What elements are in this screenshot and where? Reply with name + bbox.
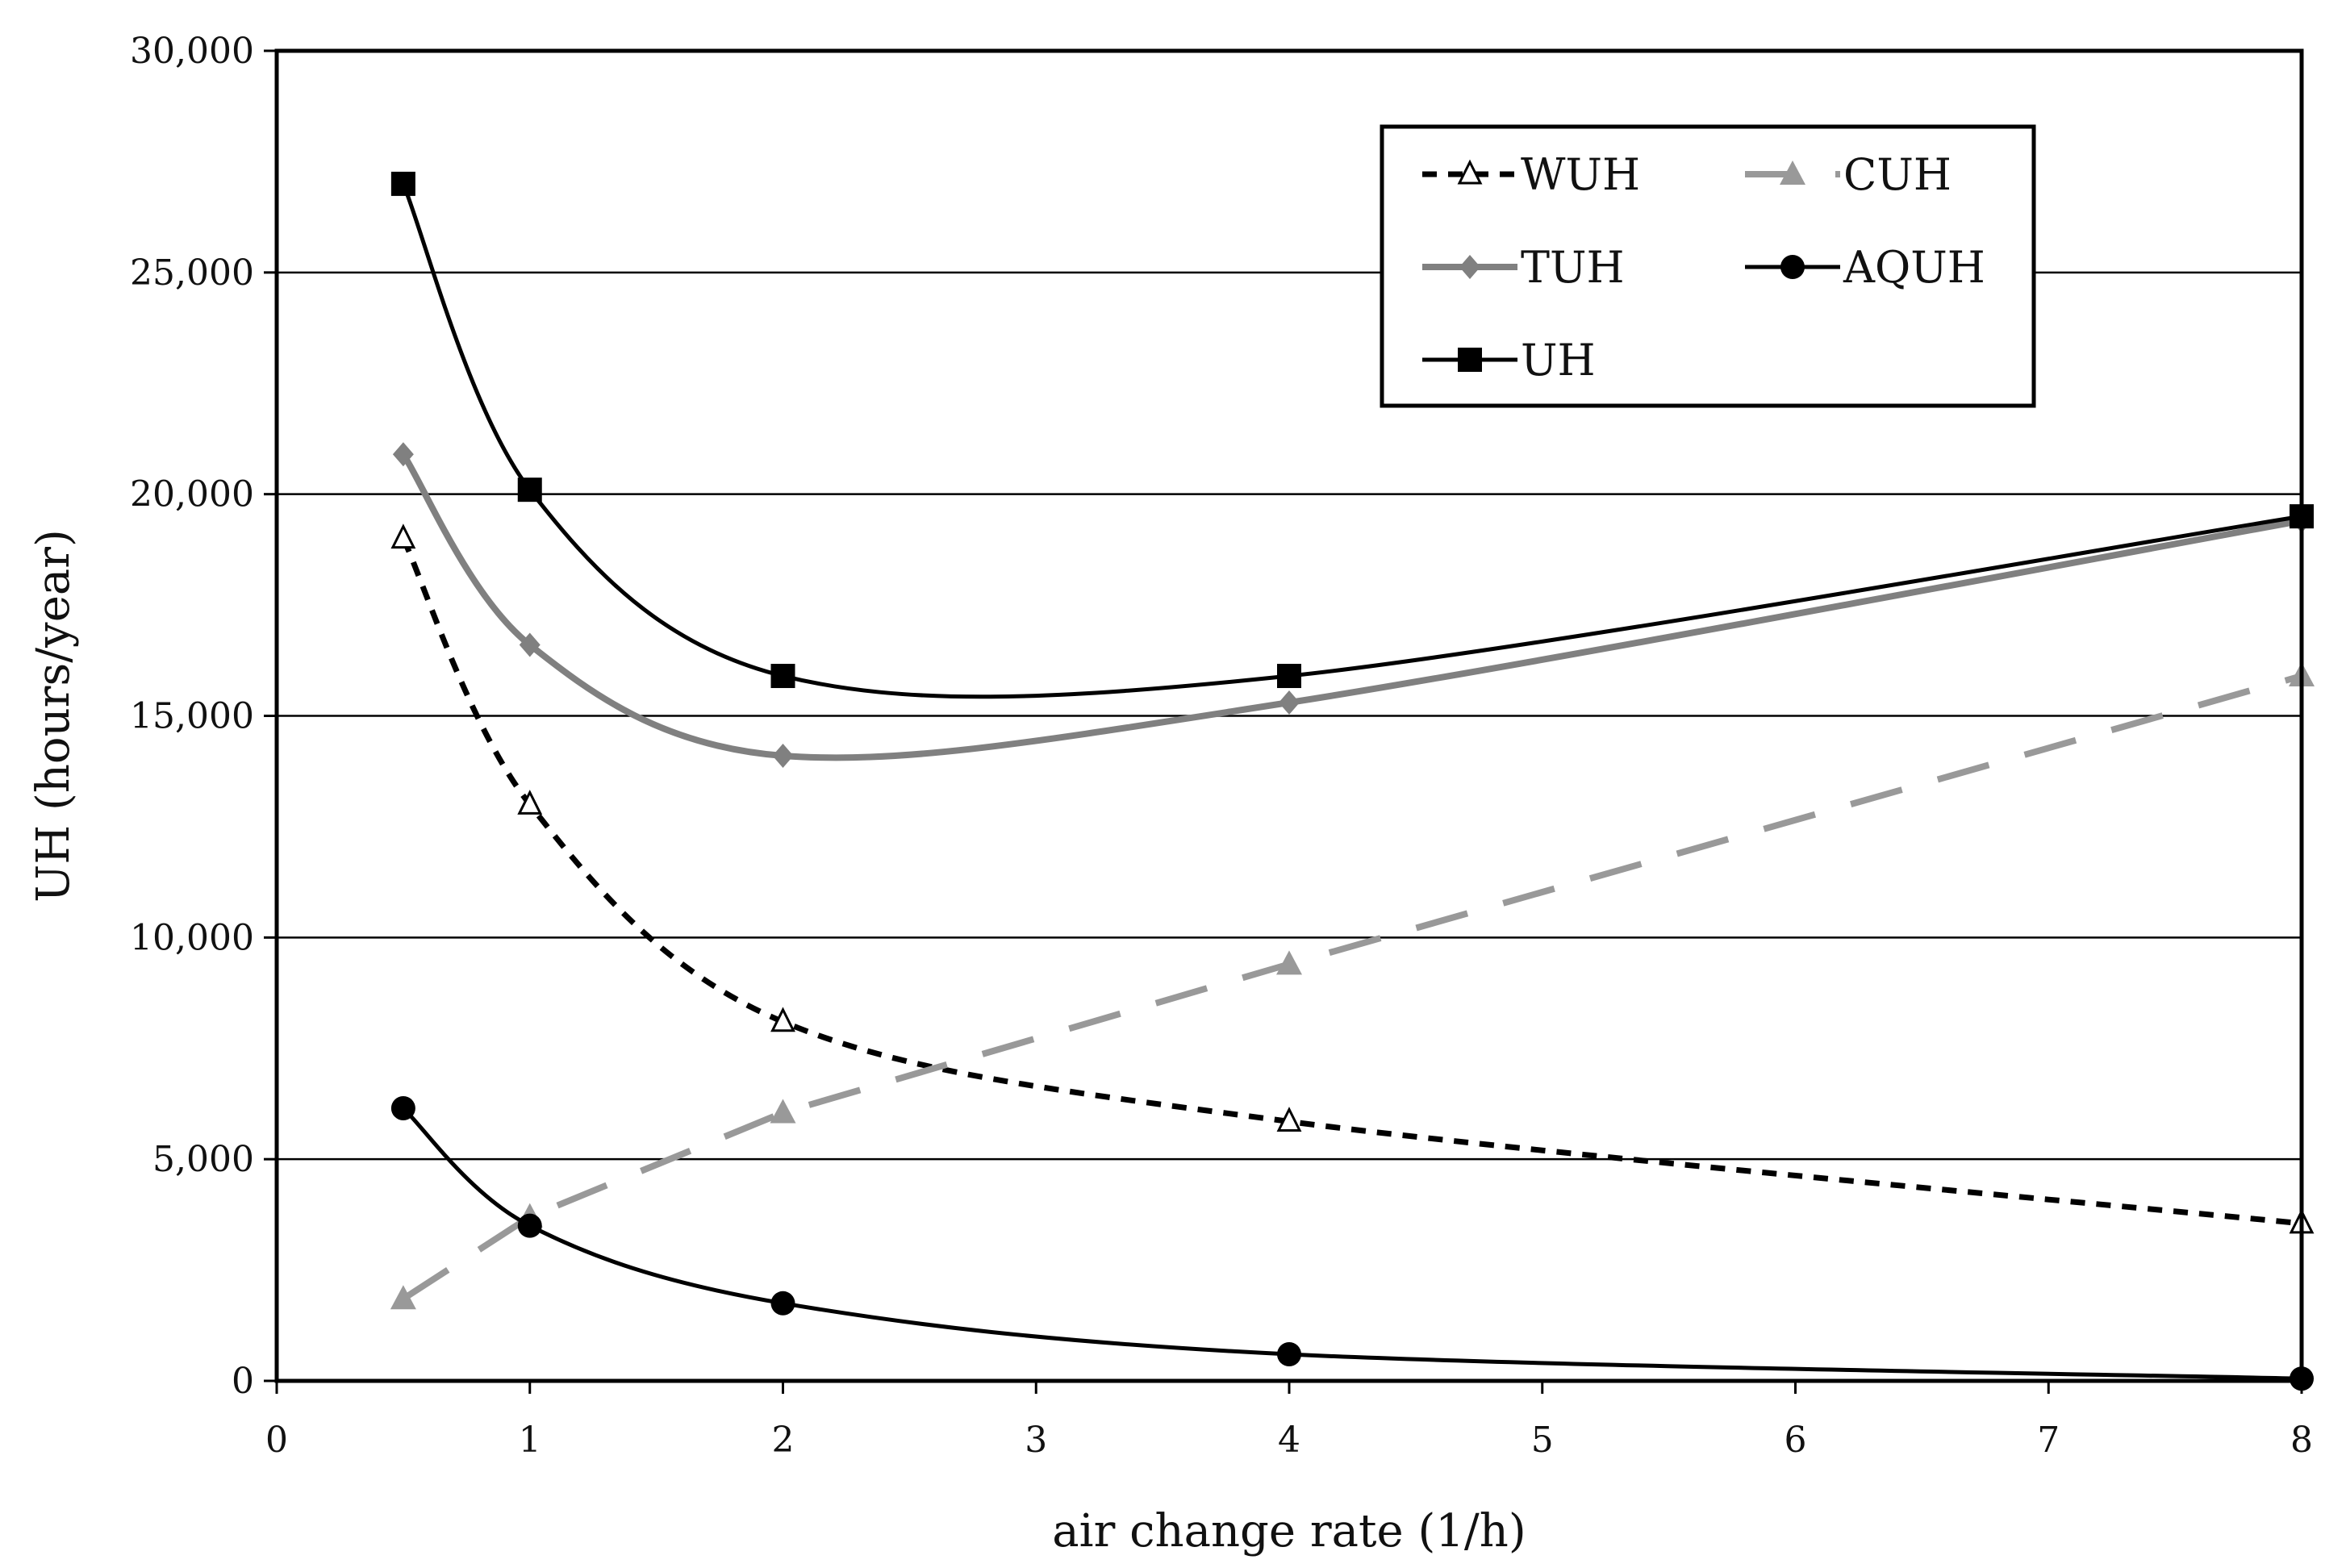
series-line-uh: [401, 182, 2302, 699]
point-tuh: [392, 442, 414, 467]
legend-item-wuh: WUH: [1422, 149, 1640, 200]
legend-marker-wuh: [1457, 159, 1483, 185]
legend-marker-aquh: [1780, 255, 1805, 279]
point-wuh: [390, 523, 416, 549]
y-tick-label: 15,000: [130, 696, 254, 737]
y-tick-label: 25,000: [130, 252, 254, 294]
x-tick-label: 7: [2037, 1420, 2060, 1461]
series-wuh: [390, 523, 2315, 1234]
series-line-cuh: [401, 673, 2303, 1302]
legend-label-tuh: TUH: [1521, 242, 1625, 293]
y-tick-label: 20,000: [130, 474, 254, 515]
point-aquh: [517, 1213, 542, 1238]
series-layer: [390, 171, 2315, 1391]
y-axis-tick-labels: 0 5,000 10,000 15,000 20,000 25,000 30,000: [130, 31, 254, 1402]
legend-marker-cuh: [1780, 161, 1805, 185]
point-wuh: [1276, 1107, 1302, 1132]
legend-label-aquh: AQUH: [1843, 242, 1985, 293]
legend-item-cuh: CUH: [1745, 149, 1952, 200]
x-tick-label: 1: [519, 1420, 541, 1461]
series-tuh: [392, 442, 2312, 768]
x-tick-label: 5: [1531, 1420, 1554, 1461]
legend-label-cuh: CUH: [1843, 149, 1952, 200]
x-tick-label: 0: [265, 1420, 288, 1461]
point-uh: [770, 664, 795, 689]
point-aquh: [1277, 1342, 1301, 1367]
y-tick-label: 0: [232, 1361, 254, 1402]
point-tuh: [519, 632, 541, 657]
x-tick-label: 4: [1278, 1420, 1300, 1461]
series-aquh: [390, 1095, 2314, 1391]
point-uh: [1277, 664, 1301, 689]
axis-ticks: [264, 49, 2303, 1394]
x-tick-label: 8: [2290, 1420, 2313, 1461]
y-axis-title: UH (hours/year): [27, 529, 80, 903]
point-uh: [390, 171, 415, 196]
legend-item-uh: UH: [1422, 335, 1596, 386]
point-aquh: [770, 1291, 795, 1316]
series-uh: [390, 171, 2314, 699]
point-cuh: [390, 1285, 416, 1310]
x-tick-label: 2: [772, 1420, 795, 1461]
series-line-wuh: [400, 537, 2302, 1227]
point-tuh: [1279, 690, 1300, 715]
point-aquh: [390, 1095, 415, 1120]
x-tick-label: 3: [1025, 1420, 1047, 1461]
point-wuh: [517, 790, 543, 815]
point-wuh: [770, 1007, 795, 1032]
legend-label-wuh: WUH: [1521, 149, 1640, 200]
legend-marker-tuh: [1459, 255, 1480, 279]
x-tick-label: 6: [1785, 1420, 1807, 1461]
legend-item-aquh: AQUH: [1745, 242, 1985, 293]
y-tick-label: 30,000: [130, 31, 254, 72]
legend: WUH CUH TUH AQUH UH: [1380, 124, 2036, 408]
point-cuh: [770, 1099, 796, 1124]
legend-label-uh: UH: [1521, 335, 1596, 386]
point-cuh: [1276, 950, 1302, 975]
y-tick-label: 10,000: [130, 917, 254, 958]
series-line-tuh: [400, 452, 2302, 761]
point-uh: [517, 477, 542, 503]
point-tuh: [772, 743, 794, 768]
legend-item-tuh: TUH: [1422, 242, 1625, 293]
x-axis-tick-labels: 0 1 2 3 4 5 6 7 8: [265, 1420, 2313, 1461]
y-tick-label: 5,000: [152, 1139, 254, 1180]
legend-marker-uh: [1458, 348, 1482, 372]
x-axis-title: air change rate (1/h): [1052, 1505, 1526, 1558]
